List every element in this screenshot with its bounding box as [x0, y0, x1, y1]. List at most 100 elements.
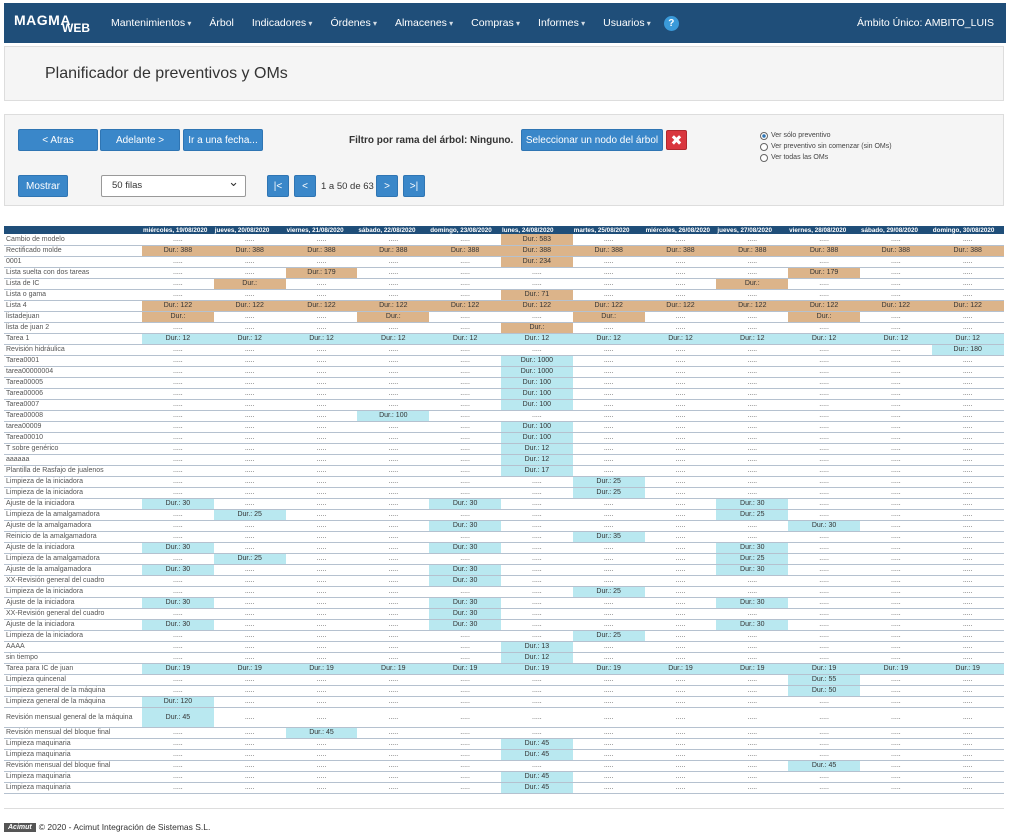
schedule-cell[interactable]: Dur.: 45 [500, 738, 573, 750]
task-name[interactable]: aaaaaa [4, 454, 142, 466]
task-name[interactable]: Tarea00008 [4, 410, 142, 422]
schedule-cell[interactable]: Dur.: 30 [142, 498, 214, 510]
rows-per-page-select[interactable]: 50 filas [101, 172, 246, 197]
schedule-cell[interactable]: Dur.: 19 [500, 663, 573, 675]
schedule-cell[interactable]: Dur.: 30 [788, 520, 860, 532]
task-name[interactable]: Limpieza maquinaria [4, 749, 142, 761]
task-name[interactable]: Limpieza de la iniciadora [4, 630, 142, 642]
prev-page-button[interactable]: < [294, 175, 316, 197]
schedule-cell[interactable]: Dur.: [213, 278, 286, 290]
task-name[interactable]: T sobre genérico [4, 443, 142, 455]
forward-button[interactable]: Adelante > [100, 129, 180, 151]
schedule-cell[interactable]: Dur.: 12 [859, 333, 932, 345]
back-button[interactable]: < Atras [18, 129, 98, 151]
task-name[interactable]: Limpieza general de la máquina [4, 685, 142, 697]
task-name[interactable]: lista de juan 2 [4, 322, 142, 334]
schedule-cell[interactable]: Dur.: 234 [500, 256, 573, 268]
task-name[interactable]: Tarea para IC de juan [4, 663, 142, 675]
schedule-cell[interactable]: Dur.: 12 [716, 333, 789, 345]
schedule-cell[interactable]: Dur.: 179 [285, 267, 358, 279]
task-name[interactable]: Limpieza de la iniciadora [4, 487, 142, 499]
schedule-cell[interactable]: Dur.: 388 [859, 245, 932, 257]
first-page-button[interactable]: |< [267, 175, 289, 197]
schedule-cell[interactable]: Dur.: 122 [644, 300, 717, 312]
task-name[interactable]: sin tiempo [4, 652, 142, 664]
menu-item-indicadores[interactable]: Indicadores [243, 17, 322, 29]
task-name[interactable]: Limpieza de la amalgamadora [4, 509, 142, 521]
schedule-cell[interactable]: Dur.: 25 [213, 509, 286, 521]
schedule-cell[interactable]: Dur.: 388 [788, 245, 860, 257]
schedule-cell[interactable]: Dur.: 19 [644, 663, 717, 675]
schedule-cell[interactable]: Dur.: 13 [500, 641, 573, 653]
schedule-cell[interactable]: Dur.: 30 [716, 542, 789, 554]
schedule-cell[interactable]: Dur.: 25 [572, 630, 645, 642]
schedule-cell[interactable]: Dur.: 19 [931, 663, 1004, 675]
schedule-cell[interactable]: Dur.: 45 [285, 727, 358, 739]
task-name[interactable]: XX-Revisión general del cuadro [4, 575, 142, 587]
schedule-cell[interactable]: Dur.: 100 [357, 410, 430, 422]
schedule-cell[interactable]: Dur.: 388 [500, 245, 573, 257]
next-page-button[interactable]: > [376, 175, 398, 197]
schedule-cell[interactable]: Dur.: 30 [142, 564, 214, 576]
schedule-cell[interactable]: Dur.: 120 [142, 696, 214, 708]
menu-item-usuarios[interactable]: Usuarios [594, 17, 660, 29]
radio-icon[interactable] [760, 131, 768, 140]
schedule-cell[interactable]: Dur.: 19 [788, 663, 860, 675]
schedule-cell[interactable]: Dur.: 388 [429, 245, 501, 257]
task-name[interactable]: 0001 [4, 256, 142, 268]
schedule-cell[interactable]: Dur.: 19 [357, 663, 430, 675]
schedule-cell[interactable]: Dur.: 30 [716, 619, 789, 631]
task-name[interactable]: Ajuste de la iniciadora [4, 498, 142, 510]
schedule-cell[interactable]: Dur.: 12 [931, 333, 1004, 345]
task-name[interactable]: Ajuste de la amalgamadora [4, 564, 142, 576]
task-name[interactable]: Limpieza de la iniciadora [4, 476, 142, 488]
schedule-cell[interactable]: Dur.: 388 [213, 245, 286, 257]
schedule-cell[interactable]: Dur.: 30 [429, 520, 501, 532]
task-name[interactable]: tarea00009 [4, 421, 142, 433]
task-name[interactable]: Limpieza maquinaria [4, 782, 142, 794]
schedule-cell[interactable]: Dur.: 583 [500, 234, 573, 246]
schedule-cell[interactable]: Dur.: 12 [644, 333, 717, 345]
schedule-cell[interactable]: Dur.: 30 [429, 564, 501, 576]
schedule-cell[interactable]: Dur.: 388 [285, 245, 358, 257]
menu-item-compras[interactable]: Compras [462, 17, 529, 29]
view-radio-0[interactable]: Ver sólo preventivo [760, 130, 892, 141]
schedule-cell[interactable]: Dur.: [716, 278, 789, 290]
schedule-cell[interactable]: Dur.: 19 [716, 663, 789, 675]
schedule-cell[interactable]: Dur.: 388 [931, 245, 1004, 257]
task-name[interactable]: Revisión mensual general de la máquina [4, 707, 142, 728]
schedule-cell[interactable]: Dur.: 100 [500, 421, 573, 433]
schedule-cell[interactable]: Dur.: 71 [500, 289, 573, 301]
task-name[interactable]: listadejuan [4, 311, 142, 323]
schedule-cell[interactable]: Dur.: 12 [142, 333, 214, 345]
schedule-cell[interactable]: Dur.: 30 [429, 498, 501, 510]
schedule-cell[interactable]: Dur.: 30 [142, 619, 214, 631]
schedule-cell[interactable]: Dur.: 1000 [500, 366, 573, 378]
schedule-cell[interactable]: Dur.: 25 [572, 586, 645, 598]
task-name[interactable]: Ajuste de la iniciadora [4, 542, 142, 554]
task-name[interactable]: Lista suelta con dos tareas [4, 267, 142, 279]
schedule-cell[interactable]: Dur.: 19 [285, 663, 358, 675]
app-logo[interactable]: MAGMA WEB [4, 3, 102, 43]
schedule-cell[interactable]: Dur.: 12 [213, 333, 286, 345]
schedule-cell[interactable]: Dur.: 100 [500, 399, 573, 411]
view-radio-1[interactable]: Ver preventivo sin comenzar (sin OMs) [760, 141, 892, 152]
schedule-cell[interactable]: Dur.: 12 [357, 333, 430, 345]
schedule-cell[interactable]: Dur.: 12 [500, 443, 573, 455]
schedule-cell[interactable]: Dur.: 122 [142, 300, 214, 312]
menu-item-almacenes[interactable]: Almacenes [386, 17, 462, 29]
task-name[interactable]: Reinicio de la amalgamadora [4, 531, 142, 543]
schedule-cell[interactable]: Dur.: 25 [572, 487, 645, 499]
menu-item-informes[interactable]: Informes [529, 17, 594, 29]
schedule-cell[interactable]: Dur.: 388 [644, 245, 717, 257]
task-name[interactable]: Ajuste de la iniciadora [4, 619, 142, 631]
schedule-cell[interactable]: Dur.: 45 [142, 707, 214, 728]
task-name[interactable]: Plantilla de Rasfajo de jualenos [4, 465, 142, 477]
schedule-cell[interactable]: Dur.: 12 [788, 333, 860, 345]
schedule-cell[interactable]: Dur.: 30 [429, 597, 501, 609]
task-name[interactable]: Revisión mensual del bloque final [4, 727, 142, 739]
select-node-button[interactable]: Seleccionar un nodo del árbol [521, 129, 663, 151]
task-name[interactable]: AAAA [4, 641, 142, 653]
schedule-cell[interactable]: Dur.: 122 [931, 300, 1004, 312]
schedule-cell[interactable]: Dur.: 122 [788, 300, 860, 312]
